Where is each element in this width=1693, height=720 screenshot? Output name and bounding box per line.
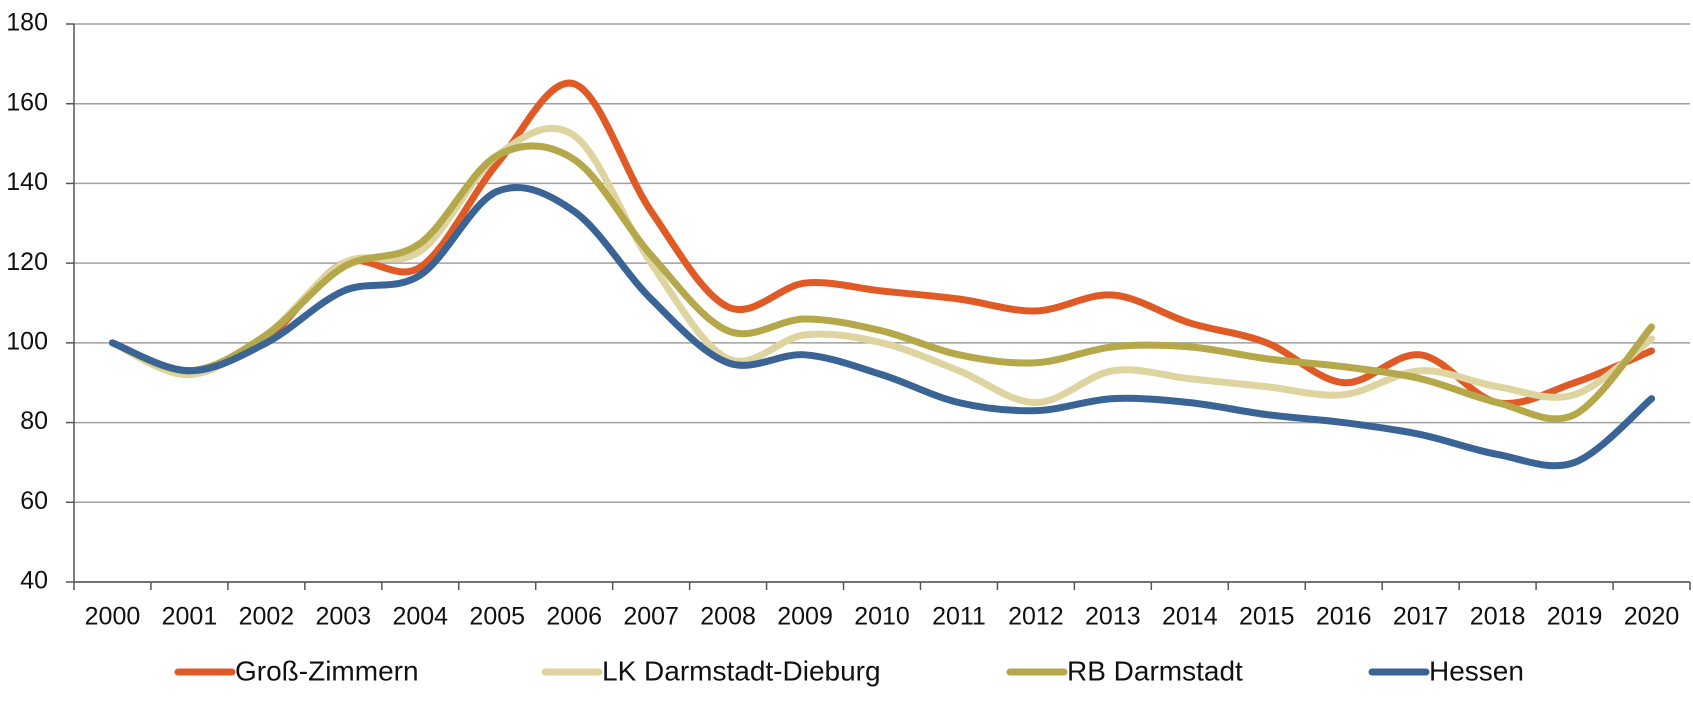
legend-label: RB Darmstadt xyxy=(1067,655,1243,686)
y-tick-label: 60 xyxy=(20,487,48,515)
series-line xyxy=(108,79,1656,407)
y-tick-label: 140 xyxy=(6,168,48,196)
legend-label: LK Darmstadt-Dieburg xyxy=(602,655,881,686)
x-tick-label: 2017 xyxy=(1393,603,1449,631)
x-tick-label: 2004 xyxy=(392,603,448,631)
x-tick-label: 2015 xyxy=(1239,603,1295,631)
x-tick-label: 2012 xyxy=(1008,603,1064,631)
x-tick-label: 2008 xyxy=(700,603,756,631)
x-tick-label: 2007 xyxy=(623,603,679,631)
x-tick-label: 2018 xyxy=(1470,603,1526,631)
legend-label: Groß-Zimmern xyxy=(235,655,419,686)
y-tick-label: 180 xyxy=(6,9,48,37)
x-tick-label: 2003 xyxy=(316,603,372,631)
x-tick-label: 2009 xyxy=(777,603,833,631)
x-tick-label: 2006 xyxy=(546,603,602,631)
y-tick-label: 100 xyxy=(6,327,48,355)
series-line xyxy=(108,184,1656,470)
x-tick-label: 2001 xyxy=(162,603,218,631)
y-tick-label: 120 xyxy=(6,248,48,276)
y-tick-label: 40 xyxy=(20,567,48,595)
series-line xyxy=(108,142,1656,423)
x-tick-label: 2000 xyxy=(85,603,141,631)
legend-label: Hessen xyxy=(1429,655,1524,686)
x-tick-label: 2011 xyxy=(932,603,986,631)
x-tick-label: 2005 xyxy=(469,603,525,631)
x-tick-label: 2020 xyxy=(1624,603,1680,631)
x-tick-label: 2002 xyxy=(239,603,295,631)
x-tick-label: 2014 xyxy=(1162,603,1218,631)
x-tick-label: 2013 xyxy=(1085,603,1141,631)
y-tick-label: 160 xyxy=(6,88,48,116)
x-tick-label: 2016 xyxy=(1316,603,1372,631)
y-tick-label: 80 xyxy=(20,407,48,435)
x-tick-label: 2019 xyxy=(1547,603,1603,631)
x-tick-label: 2010 xyxy=(854,603,910,631)
